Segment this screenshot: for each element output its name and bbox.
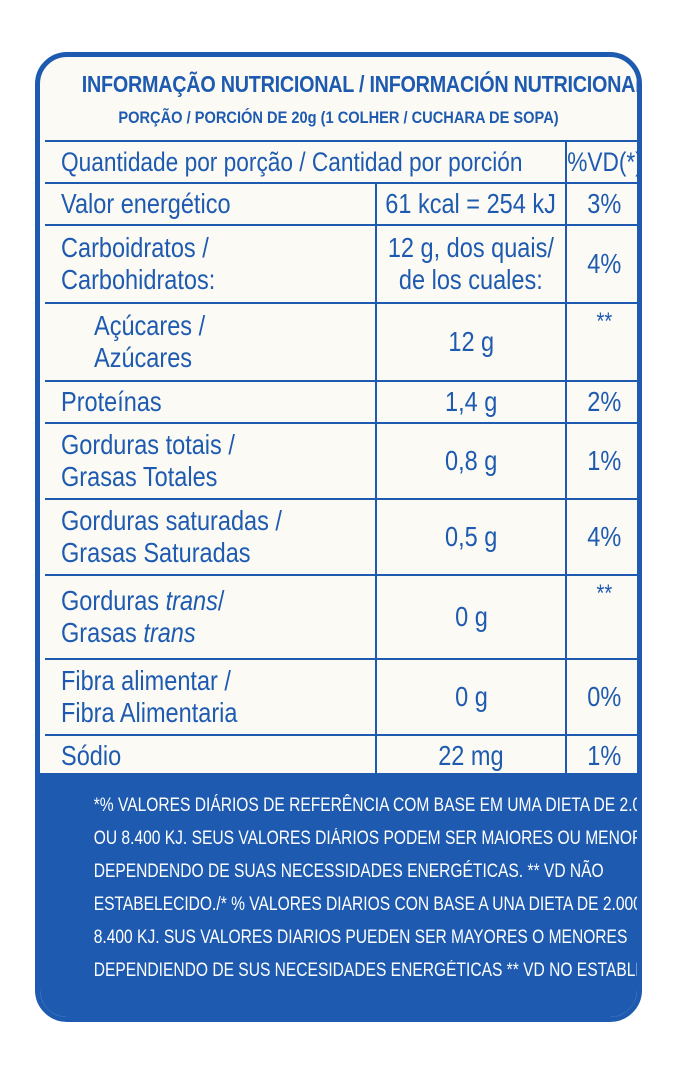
nutrient-amount: 0 g — [375, 660, 565, 734]
nutrient-name: Gorduras totais / Grasas Totales — [61, 429, 235, 492]
table-row: Açúcares / Azúcares 12 g ** — [45, 304, 637, 382]
nutrient-amount: 0,5 g — [375, 500, 565, 574]
table-row: Proteínas 1,4 g 2% — [45, 382, 637, 424]
footnote-line: DEPENDENDO DE SUAS NECESSIDADES ENERGÉTI… — [93, 861, 604, 882]
nutrient-vd: 1% — [565, 424, 637, 498]
table-header-row: Quantidade por porção / Cantidad por por… — [45, 142, 637, 184]
serving-size: PORÇÃO / PORCIÓN DE 20g (1 COLHER / CUCH… — [118, 108, 559, 127]
nutrient-name: Proteínas — [61, 386, 162, 417]
nutrient-name: Sódio — [61, 739, 122, 771]
nutrient-vd: 4% — [565, 226, 637, 302]
nutrient-name: Valor energético — [61, 188, 231, 219]
nutrition-facts-panel: INFORMAÇÃO NUTRICIONAL / INFORMACIÓN NUT… — [35, 52, 642, 1022]
footnote-line: *% VALORES DIÁRIOS DE REFERÊNCIA COM BAS… — [93, 795, 642, 816]
table-row: Sódio 22 mg 1% — [45, 736, 637, 775]
nutrient-vd: 1% — [565, 736, 637, 775]
nutrient-name: Gorduras saturadas / Grasas Saturadas — [61, 505, 282, 568]
nutrient-amount: 12 g — [375, 304, 565, 380]
nutrient-amount: 0 g — [375, 576, 565, 658]
nutrient-name: Gorduras trans/Grasas trans — [61, 585, 225, 648]
nutrient-amount: 1,4 g — [375, 382, 565, 422]
nutrient-vd: ** — [565, 576, 637, 658]
footnote-line: ESTABELECIDO./* % VALORES DIARIOS CON BA… — [93, 894, 642, 915]
table-row: Valor energético 61 kcal = 254 kJ 3% — [45, 184, 637, 226]
nutrient-vd: ** — [565, 304, 637, 380]
nutrient-name: Carboidratos / Carbohidratos: — [61, 232, 216, 295]
nutrient-amount: 0,8 g — [375, 424, 565, 498]
footnote-line: DEPENDIENDO DE SUS NECESIDADES ENERGÉTIC… — [93, 960, 642, 981]
nutrition-header: INFORMAÇÃO NUTRICIONAL / INFORMACIÓN NUT… — [40, 57, 637, 140]
table-row: Gorduras totais / Grasas Totales 0,8 g 1% — [45, 424, 637, 500]
footnote-section: *% VALORES DIÁRIOS DE REFERÊNCIA COM BAS… — [40, 773, 637, 1017]
nutrient-vd: 0% — [565, 660, 637, 734]
table-row: Gorduras trans/Grasas trans 0 g ** — [45, 576, 637, 660]
nutrient-vd: 3% — [565, 184, 637, 224]
header-quantity: Quantidade por porção / Cantidad por por… — [61, 147, 523, 177]
nutrient-name: Fibra alimentar / Fibra Alimentaria — [61, 665, 238, 728]
table-row: Carboidratos / Carbohidratos: 12 g, dos q… — [45, 226, 637, 304]
nutrient-vd: 4% — [565, 500, 637, 574]
table-row: Fibra alimentar / Fibra Alimentaria 0 g 0… — [45, 660, 637, 736]
nutrient-amount: 12 g, dos quais/de los cuales: — [375, 226, 565, 302]
nutrient-amount: 61 kcal = 254 kJ — [375, 184, 565, 224]
nutrient-vd: 2% — [565, 382, 637, 422]
footnote-line: 8.400 KJ. SUS VALORES DIARIOS PUEDEN SER… — [93, 927, 628, 948]
nutrition-table: Quantidade por porção / Cantidad por por… — [45, 140, 637, 775]
table-row: Gorduras saturadas / Grasas Saturadas 0,5… — [45, 500, 637, 576]
nutrient-name: Açúcares / Azúcares — [94, 310, 206, 373]
nutrient-amount: 22 mg — [375, 736, 565, 775]
nutrition-title: INFORMAÇÃO NUTRICIONAL / INFORMACIÓN NUT… — [81, 71, 642, 97]
footnote-line: OU 8.400 KJ. SEUS VALORES DIÁRIOS PODEM … — [93, 828, 642, 849]
header-vd: %VD(*) — [565, 142, 637, 182]
